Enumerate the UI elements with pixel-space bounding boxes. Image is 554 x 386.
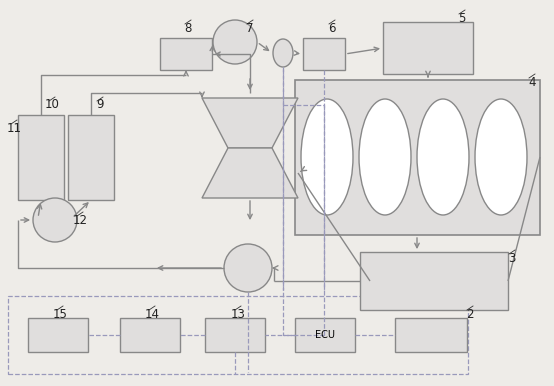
- Polygon shape: [278, 43, 288, 56]
- Ellipse shape: [417, 99, 469, 215]
- Bar: [18, 115, 64, 200]
- Ellipse shape: [301, 99, 353, 215]
- Text: 7: 7: [246, 22, 254, 34]
- Bar: [295, 318, 355, 352]
- Ellipse shape: [273, 39, 293, 67]
- Bar: [295, 80, 540, 235]
- Text: 13: 13: [230, 308, 245, 320]
- Bar: [303, 38, 345, 70]
- Text: 4: 4: [529, 76, 536, 88]
- Circle shape: [224, 244, 272, 292]
- Bar: [395, 318, 467, 352]
- Text: 3: 3: [509, 252, 516, 264]
- Bar: [68, 115, 114, 200]
- Text: 10: 10: [44, 98, 59, 112]
- Text: 11: 11: [7, 122, 22, 134]
- Bar: [160, 38, 212, 70]
- Text: 14: 14: [145, 308, 160, 320]
- Text: 9: 9: [96, 98, 104, 112]
- Bar: [360, 252, 508, 310]
- Text: 12: 12: [73, 213, 88, 227]
- Polygon shape: [202, 98, 298, 148]
- Circle shape: [213, 20, 257, 64]
- Text: 2: 2: [466, 308, 474, 320]
- Text: 8: 8: [184, 22, 192, 34]
- Text: 15: 15: [53, 308, 68, 320]
- Polygon shape: [202, 148, 298, 198]
- Ellipse shape: [475, 99, 527, 215]
- Text: 5: 5: [458, 12, 466, 24]
- Bar: [8, 296, 468, 374]
- Text: 6: 6: [329, 22, 336, 34]
- Bar: [120, 318, 180, 352]
- Bar: [28, 318, 88, 352]
- Text: ECU: ECU: [315, 330, 335, 340]
- Bar: [205, 318, 265, 352]
- Circle shape: [33, 198, 77, 242]
- Bar: [383, 22, 473, 74]
- Ellipse shape: [359, 99, 411, 215]
